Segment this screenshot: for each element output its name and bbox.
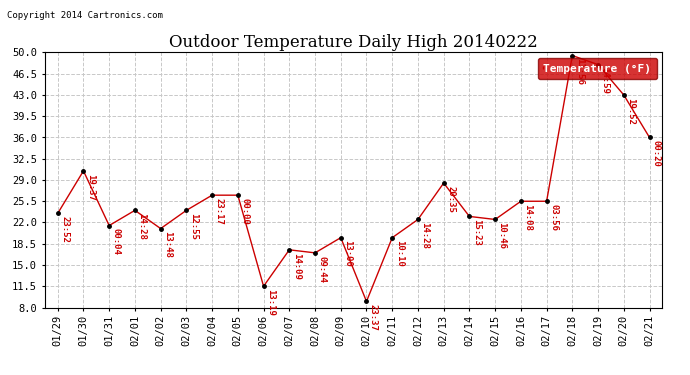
Text: 13:19: 13:19: [266, 289, 275, 316]
Text: 23:52: 23:52: [60, 216, 69, 243]
Text: 00:04: 00:04: [112, 228, 121, 255]
Text: 09:44: 09:44: [317, 256, 326, 282]
Text: Copyright 2014 Cartronics.com: Copyright 2014 Cartronics.com: [7, 11, 163, 20]
Text: 12:55: 12:55: [189, 213, 198, 240]
Text: 19:52: 19:52: [627, 98, 635, 124]
Text: 14:59: 14:59: [600, 68, 609, 94]
Text: 19:37: 19:37: [86, 174, 95, 201]
Text: 14:09: 14:09: [292, 253, 301, 279]
Text: 03:56: 03:56: [549, 204, 558, 231]
Text: 00:20: 00:20: [652, 140, 661, 167]
Text: 23:37: 23:37: [369, 304, 378, 331]
Text: 10:10: 10:10: [395, 240, 404, 267]
Text: 00:00: 00:00: [240, 198, 249, 225]
Text: 14:28: 14:28: [137, 213, 146, 240]
Text: 13:00: 13:00: [343, 240, 352, 267]
Text: 10:46: 10:46: [497, 222, 506, 249]
Text: 15:23: 15:23: [472, 219, 481, 246]
Legend: Temperature (°F): Temperature (°F): [538, 58, 657, 79]
Title: Outdoor Temperature Daily High 20140222: Outdoor Temperature Daily High 20140222: [169, 34, 538, 51]
Text: 23:17: 23:17: [215, 198, 224, 225]
Text: 14:28: 14:28: [420, 222, 429, 249]
Text: 14:08: 14:08: [523, 204, 532, 231]
Text: 11:56: 11:56: [575, 58, 584, 85]
Text: 13:48: 13:48: [163, 231, 172, 258]
Text: 20:35: 20:35: [446, 186, 455, 213]
